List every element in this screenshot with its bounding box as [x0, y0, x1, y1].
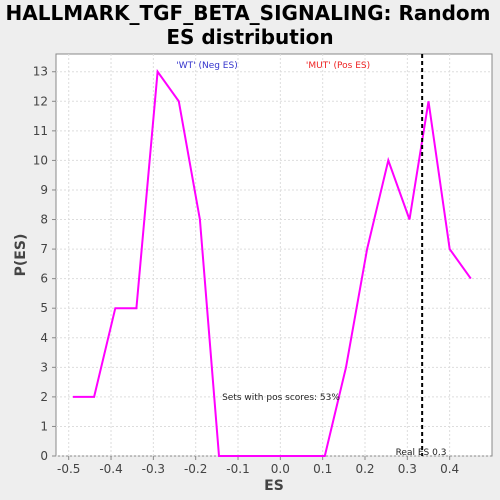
- y-tick-label: 0: [40, 449, 48, 463]
- axis-ticks: -0.5 -0.4 -0.3 -0.2 -0.1 0.0 0.1 0.2 0.3 0.401234…: [33, 65, 459, 476]
- x-tick-label: 0.0: [271, 462, 290, 476]
- y-tick-label: 10: [33, 153, 48, 167]
- x-axis-label: ES: [264, 478, 284, 494]
- chart-title-line1: HALLMARK_TGF_BETA_SIGNALING: Random: [6, 1, 491, 25]
- x-tick-label: -0.3: [142, 462, 165, 476]
- y-tick-label: 9: [40, 183, 48, 197]
- x-tick-label: 0.3: [398, 462, 417, 476]
- pos-scores-annotation: Sets with pos scores: 53%: [222, 393, 340, 403]
- x-tick-label: -0.1: [226, 462, 249, 476]
- real-es-annotation: Real ES 0.3: [396, 448, 447, 458]
- y-tick-label: 11: [33, 124, 48, 138]
- legend-neg-label: 'WT' (Neg ES): [176, 61, 237, 71]
- x-tick-label: -0.5: [57, 462, 80, 476]
- chart-title-line2: ES distribution: [166, 25, 333, 49]
- series-line: [72, 68, 472, 457]
- x-tick-label: -0.2: [184, 462, 207, 476]
- y-tick-label: 13: [33, 65, 48, 79]
- y-tick-label: 1: [40, 419, 48, 433]
- y-tick-label: 7: [40, 242, 48, 256]
- y-tick-label: 2: [40, 390, 48, 404]
- x-tick-label: 0.1: [313, 462, 332, 476]
- x-tick-label: 0.2: [355, 462, 374, 476]
- y-tick-label: 8: [40, 213, 48, 227]
- y-axis-label: P(ES): [13, 234, 29, 277]
- plot-area: [55, 53, 493, 457]
- y-tick-label: 12: [33, 94, 48, 108]
- y-tick-label: 6: [40, 272, 48, 286]
- x-tick-label: 0.4: [440, 462, 459, 476]
- series-layer: [72, 68, 472, 457]
- x-tick-label: -0.4: [99, 462, 122, 476]
- y-tick-label: 4: [40, 331, 48, 345]
- y-tick-label: 5: [40, 301, 48, 315]
- y-tick-label: 3: [40, 360, 48, 374]
- legend-pos-label: 'MUT' (Pos ES): [306, 61, 370, 71]
